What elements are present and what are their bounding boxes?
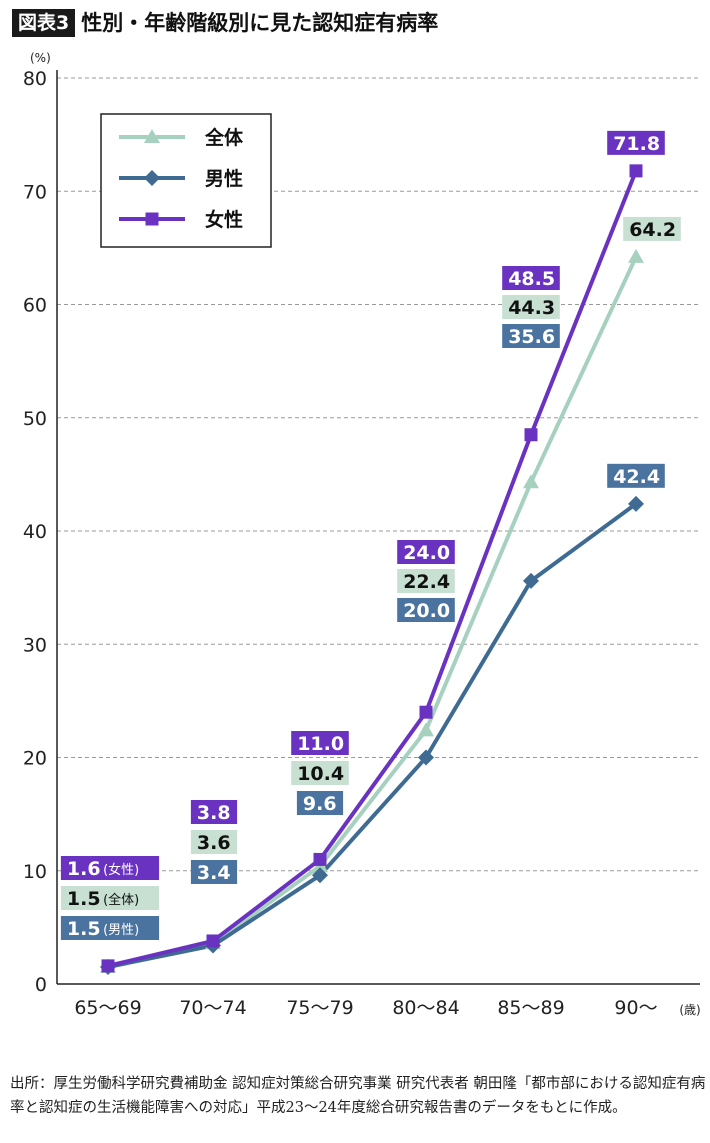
series-lines	[107, 170, 638, 969]
data-label: 71.8	[613, 133, 660, 155]
triangle-marker	[144, 129, 160, 143]
data-labels: 1.6 (女性)1.5 (全体)1.5 (男性)3.83.63.411.010.49.…	[60, 130, 681, 940]
y-tick-label: 0	[35, 974, 47, 996]
data-label: 9.6	[303, 793, 337, 815]
data-label-bg	[60, 916, 160, 940]
y-tick-label: 50	[23, 408, 47, 430]
x-tick-label: 65〜69	[74, 997, 141, 1019]
triangle-marker	[628, 248, 644, 263]
data-label-bg	[502, 266, 560, 290]
triangle-marker	[418, 722, 434, 737]
data-label: 1.5	[67, 888, 101, 910]
x-tick-label: 85〜89	[497, 997, 564, 1019]
data-label: 22.4	[403, 571, 450, 593]
data-label-bg	[60, 856, 160, 880]
data-label: 3.8	[197, 802, 231, 824]
data-label-bg	[60, 886, 160, 910]
line-chart: 0 10 20 30 40 50 60 70 80 (%) 65〜69 70〜74 75〜79 80〜84…	[23, 51, 701, 1019]
square-marker	[313, 852, 327, 866]
x-tick-label: 75〜79	[286, 997, 353, 1019]
data-label: 11.0	[297, 733, 344, 755]
x-axis-unit: (歳)	[679, 1003, 700, 1017]
data-label-bg	[397, 540, 455, 564]
data-label-bg	[291, 731, 349, 755]
square-marker	[206, 934, 220, 948]
legend-label: 全体	[204, 126, 244, 149]
legend-box	[100, 113, 272, 248]
legend-label: 男性	[205, 167, 243, 190]
diamond-marker	[628, 495, 644, 512]
series-line	[107, 256, 638, 969]
square-marker	[629, 164, 643, 178]
figure-label: 図表3	[12, 9, 76, 37]
series-markers	[100, 164, 644, 976]
triangle-marker	[523, 474, 539, 489]
data-label-bg	[190, 860, 238, 884]
y-tick-label: 10	[23, 861, 47, 883]
data-label-bg	[607, 463, 665, 488]
data-label-bg	[190, 830, 238, 854]
data-label-bg	[502, 295, 560, 319]
data-label-bg	[607, 130, 665, 155]
data-label-bg	[190, 800, 238, 824]
square-marker	[145, 212, 159, 226]
data-label: 1.6	[67, 858, 101, 880]
chart-area: 0 10 20 30 40 50 60 70 80 (%) 65〜69 70〜74 75〜79 80〜84…	[0, 40, 710, 1060]
data-label: 24.0	[403, 542, 450, 564]
square-marker	[419, 705, 433, 719]
data-label: 42.4	[613, 466, 660, 488]
axes: 0 10 20 30 40 50 60 70 80 (%) 65〜69 70〜74 75〜79 80〜84…	[23, 51, 701, 1019]
data-label: 3.4	[197, 862, 231, 884]
diamond-marker	[418, 749, 434, 766]
y-tick-label: 70	[23, 181, 47, 203]
diamond-marker	[144, 170, 160, 186]
data-label: 44.3	[508, 297, 555, 319]
data-label-suffix: (全体)	[103, 892, 139, 908]
x-tick-label: 80〜84	[392, 997, 459, 1019]
y-tick-label: 80	[23, 68, 47, 90]
series-line	[107, 502, 638, 969]
y-tick-label: 60	[23, 295, 47, 317]
data-label: 10.4	[297, 763, 344, 785]
data-label-bg	[502, 324, 560, 348]
chart-title: 性別・年齢階級別に見た認知症有病率	[81, 11, 439, 35]
data-label-bg	[397, 569, 455, 593]
legend-label: 女性	[205, 208, 243, 231]
x-tick-label: 90〜	[614, 997, 657, 1019]
source-note: 出所：厚生労働科学研究費補助金 認知症対策総合研究事業 研究代表者 朝田隆「都市…	[10, 1076, 706, 1116]
data-label: 1.5	[67, 918, 101, 940]
diamond-marker	[312, 867, 328, 884]
y-tick-label: 30	[23, 634, 47, 656]
y-tick-label: 40	[23, 521, 47, 543]
data-label-suffix: (男性)	[103, 923, 139, 938]
y-tick-label: 20	[23, 748, 47, 770]
data-label-bg	[291, 761, 349, 785]
series-line	[107, 170, 638, 968]
diamond-marker	[523, 572, 539, 589]
data-label-bg	[397, 598, 455, 622]
data-label: 20.0	[403, 600, 450, 622]
data-label-bg	[623, 216, 681, 241]
square-marker	[524, 428, 538, 442]
data-label-bg	[296, 791, 344, 815]
square-marker	[101, 959, 115, 973]
data-label: 35.6	[508, 326, 555, 348]
y-axis-unit: (%)	[30, 51, 51, 65]
data-label: 64.2	[629, 219, 676, 241]
data-label-suffix: (女性)	[103, 862, 139, 878]
data-label: 3.6	[197, 832, 231, 854]
data-label: 48.5	[508, 268, 555, 290]
x-tick-label: 70〜74	[179, 997, 246, 1019]
chart-header: 図表3 性別・年齢階級別に見た認知症有病率	[12, 8, 438, 38]
